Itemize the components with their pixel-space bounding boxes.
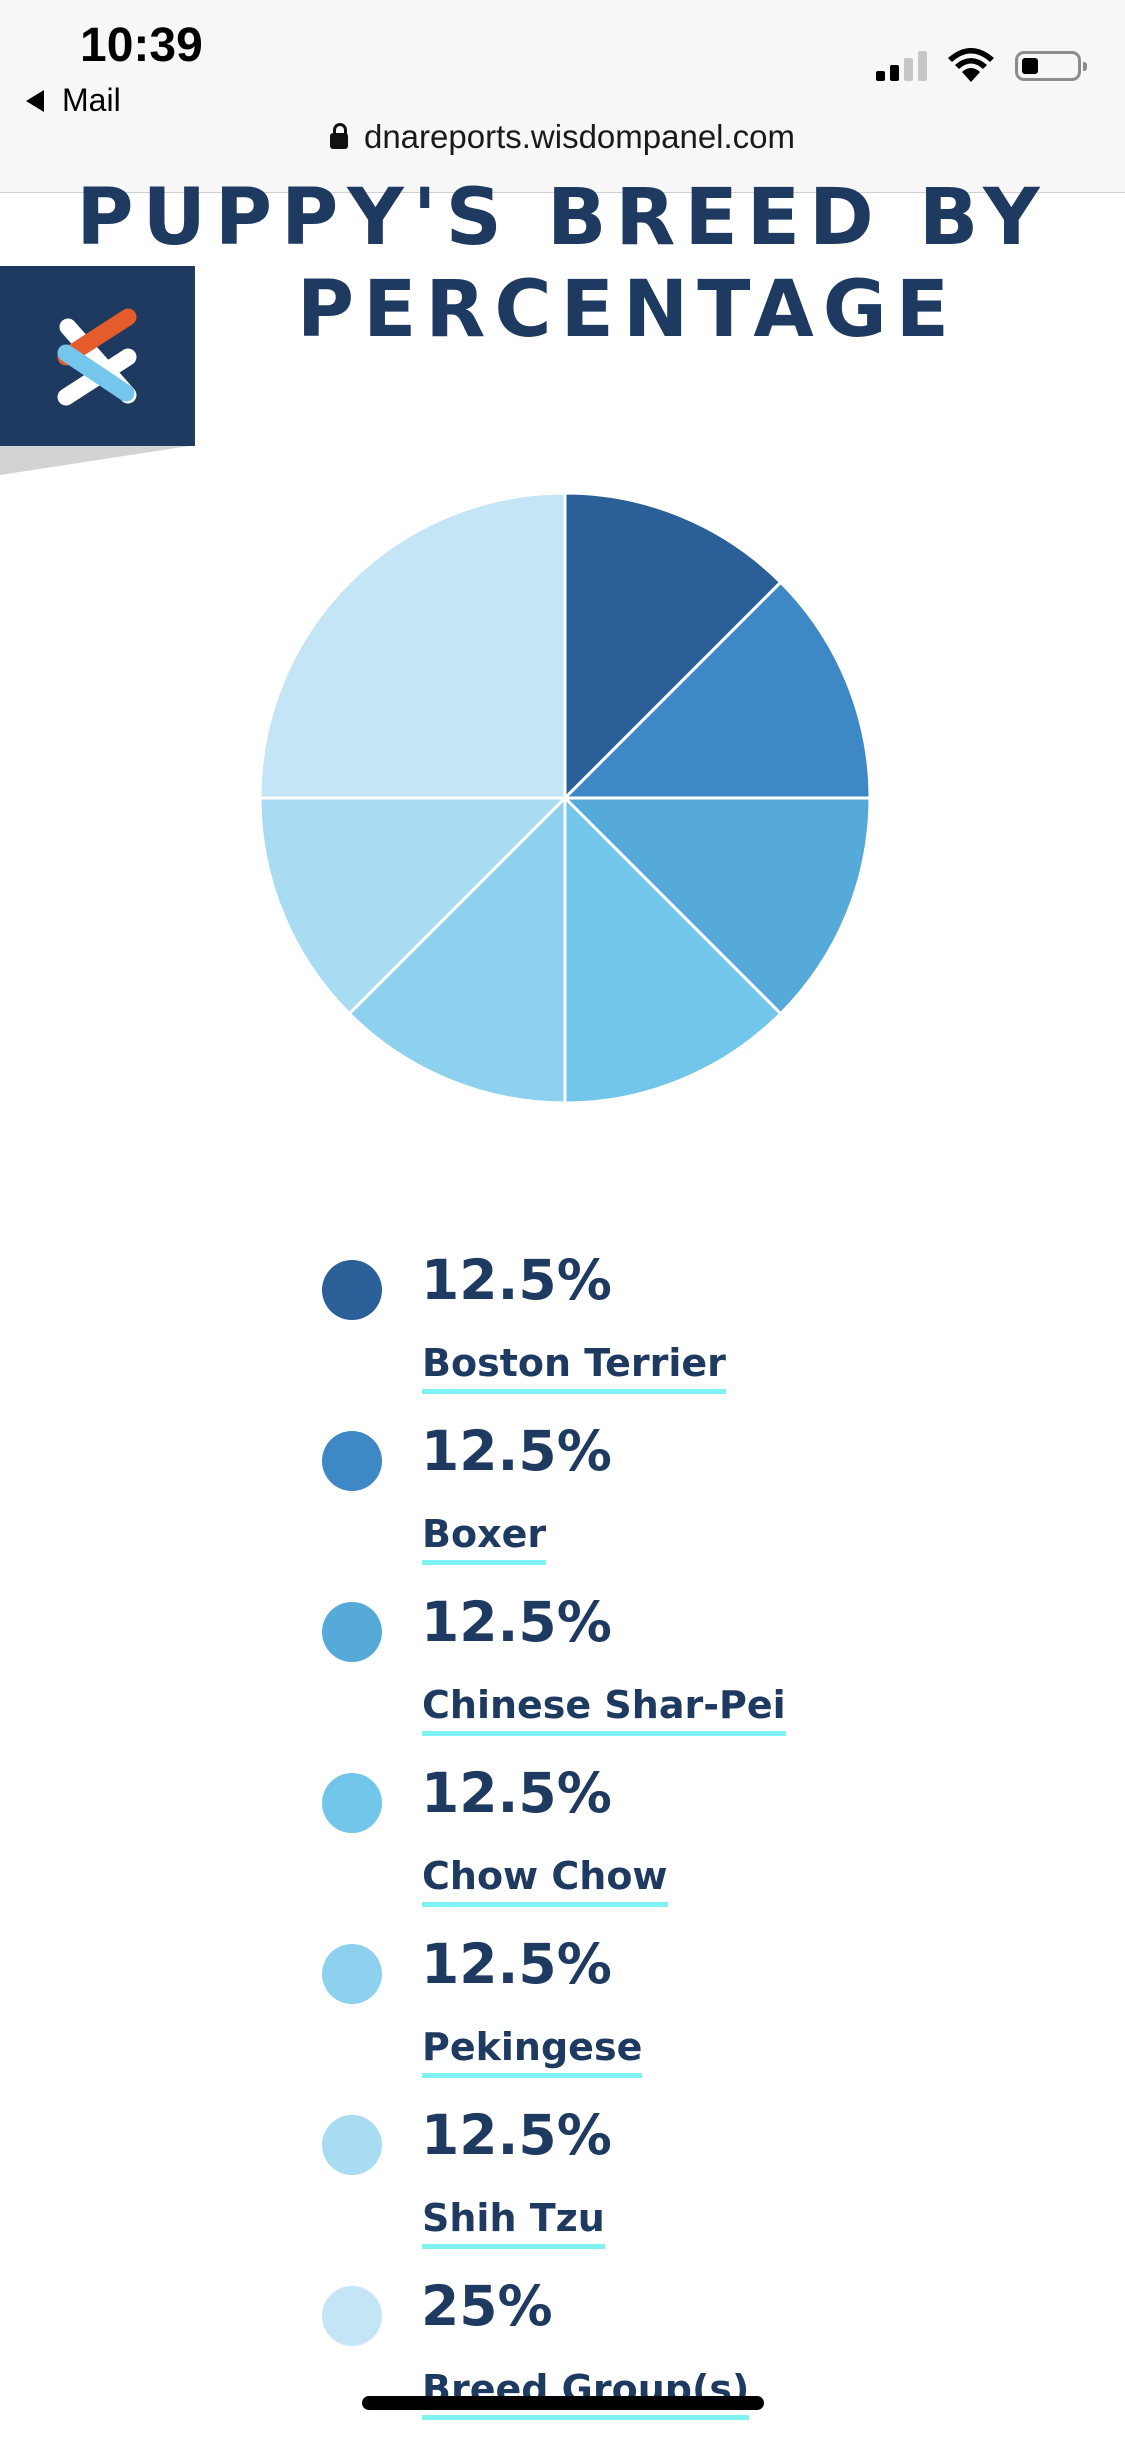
- page-title: PUPPY'S BREED BY PERCENTAGE: [0, 172, 1125, 356]
- legend-percentage: 12.5%: [421, 1419, 612, 1483]
- legend-percentage: 12.5%: [421, 1761, 612, 1825]
- back-to-mail-button[interactable]: Mail: [26, 82, 121, 119]
- battery-icon: [1015, 51, 1087, 81]
- legend-breed-link[interactable]: Pekingese: [422, 2025, 643, 2078]
- legend-color-dot: [322, 1260, 382, 1320]
- legend-percentage: 12.5%: [421, 2103, 612, 2167]
- legend-breed-link[interactable]: Chinese Shar-Pei: [422, 1683, 786, 1736]
- legend-color-dot: [322, 2115, 382, 2175]
- pie-slice-pekingese: [347, 794, 567, 1105]
- status-icons: [876, 48, 1087, 84]
- legend-percentage: 12.5%: [421, 1932, 612, 1996]
- legend-breed-link[interactable]: Chow Chow: [422, 1854, 668, 1907]
- pie-slice-chinese-shar-pei: [561, 796, 872, 1016]
- legend-color-dot: [322, 1602, 382, 1662]
- legend-color-dot: [322, 1944, 382, 2004]
- wisdom-panel-logo[interactable]: [0, 266, 195, 446]
- breed-pie-chart: [258, 491, 872, 1105]
- wifi-icon: [948, 48, 994, 82]
- pie-slice-shih-tzu: [258, 796, 569, 1016]
- legend-color-dot: [322, 1431, 382, 1491]
- lock-icon: [329, 123, 348, 149]
- pie-slice-breed-group-s: [258, 491, 567, 800]
- back-arrow-icon: [26, 89, 44, 112]
- legend-breed-link[interactable]: Shih Tzu: [422, 2196, 605, 2249]
- cellular-signal-icon: [876, 51, 927, 81]
- pie-slice-chow-chow: [563, 794, 783, 1105]
- address-bar[interactable]: dnareports.wisdompanel.com: [0, 118, 1125, 156]
- home-indicator: [362, 2396, 764, 2410]
- legend-percentage: 25%: [421, 2274, 553, 2338]
- pie-slice-boxer: [561, 580, 872, 800]
- logo-shadow: [0, 445, 196, 475]
- legend-breed-link[interactable]: Breed Group(s): [422, 2367, 750, 2420]
- title-line-1: PUPPY'S BREED BY: [76, 173, 1049, 263]
- legend-color-dot: [322, 2286, 382, 2346]
- pie-slice-boston-terrier: [563, 491, 783, 802]
- browser-chrome: 10:39 Mail dnareports.wisdompanel.com: [0, 0, 1125, 193]
- legend-breed-link[interactable]: Boxer: [422, 1512, 547, 1565]
- status-time: 10:39: [80, 19, 203, 72]
- legend-percentage: 12.5%: [421, 1590, 612, 1654]
- title-line-2: PERCENTAGE: [296, 265, 959, 355]
- back-app-label: Mail: [62, 82, 121, 118]
- url-text: dnareports.wisdompanel.com: [363, 118, 796, 155]
- legend-percentage: 12.5%: [421, 1248, 612, 1312]
- legend-breed-link[interactable]: Boston Terrier: [422, 1341, 726, 1394]
- logo-mark-icon: [57, 308, 137, 406]
- legend-color-dot: [322, 1773, 382, 1833]
